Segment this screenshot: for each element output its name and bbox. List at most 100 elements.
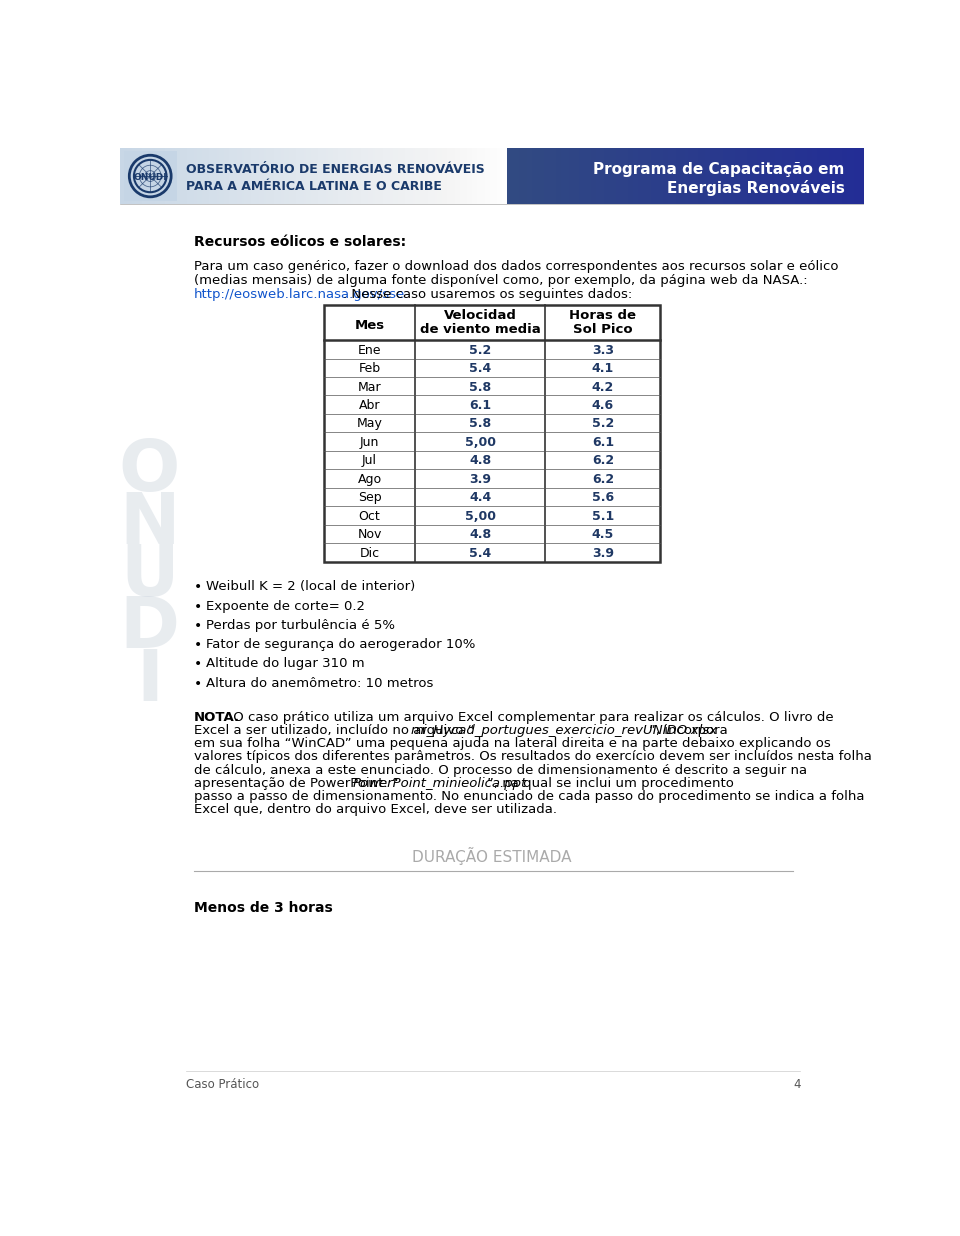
Bar bbox=[358, 148, 361, 204]
Bar bbox=[452, 148, 455, 204]
Bar bbox=[648, 148, 651, 204]
Bar bbox=[559, 148, 562, 204]
Bar bbox=[844, 148, 847, 204]
Bar bbox=[534, 148, 537, 204]
Bar bbox=[710, 148, 712, 204]
Bar bbox=[700, 148, 703, 204]
Bar bbox=[227, 148, 229, 204]
Bar bbox=[626, 148, 629, 204]
Text: O: O bbox=[119, 438, 180, 507]
Bar bbox=[762, 148, 765, 204]
Bar bbox=[225, 148, 227, 204]
Bar bbox=[269, 148, 272, 204]
Bar bbox=[688, 148, 690, 204]
Bar bbox=[588, 148, 591, 204]
Text: 4.6: 4.6 bbox=[591, 399, 613, 412]
Bar bbox=[616, 148, 618, 204]
Text: Sol Pico: Sol Pico bbox=[573, 323, 633, 336]
Bar bbox=[660, 148, 663, 204]
Bar bbox=[849, 148, 852, 204]
Bar bbox=[165, 148, 167, 204]
Text: O caso prático utiliza um arquivo Excel complementar para realizar os cálculos. : O caso prático utiliza um arquivo Excel … bbox=[229, 711, 834, 724]
Bar bbox=[177, 148, 180, 204]
Text: Velocidad: Velocidad bbox=[444, 309, 516, 321]
Bar bbox=[249, 148, 252, 204]
Bar bbox=[189, 148, 192, 204]
Text: 5,00: 5,00 bbox=[465, 436, 496, 449]
Bar bbox=[393, 148, 396, 204]
Bar bbox=[723, 148, 725, 204]
Bar bbox=[507, 148, 510, 204]
Bar bbox=[599, 148, 601, 204]
Bar bbox=[120, 148, 123, 204]
Bar bbox=[137, 148, 140, 204]
Text: Ene: Ene bbox=[358, 344, 381, 356]
Text: Ago: Ago bbox=[357, 473, 382, 486]
Bar bbox=[200, 148, 202, 204]
Text: http://eosweb.larc.nasa.gov/sse: http://eosweb.larc.nasa.gov/sse bbox=[194, 288, 405, 300]
Bar bbox=[502, 148, 504, 204]
Bar bbox=[490, 148, 492, 204]
Bar bbox=[468, 148, 469, 204]
Bar bbox=[264, 148, 266, 204]
Text: Excel que, dentro do arquivo Excel, deve ser utilizada.: Excel que, dentro do arquivo Excel, deve… bbox=[194, 803, 557, 816]
Bar bbox=[587, 148, 588, 204]
Bar bbox=[132, 148, 134, 204]
Bar bbox=[278, 148, 281, 204]
Bar bbox=[350, 148, 353, 204]
Text: 4.5: 4.5 bbox=[591, 528, 614, 541]
Bar bbox=[368, 148, 371, 204]
Bar bbox=[422, 148, 425, 204]
Bar bbox=[854, 148, 856, 204]
Bar bbox=[420, 148, 422, 204]
Bar bbox=[748, 148, 750, 204]
Bar bbox=[244, 148, 247, 204]
Bar bbox=[631, 148, 634, 204]
Bar bbox=[728, 148, 731, 204]
Bar bbox=[755, 148, 757, 204]
Bar bbox=[134, 148, 137, 204]
Bar bbox=[397, 148, 400, 204]
Text: 5.2: 5.2 bbox=[591, 418, 614, 430]
Text: •: • bbox=[194, 599, 202, 613]
Bar bbox=[425, 148, 427, 204]
Bar bbox=[167, 148, 170, 204]
Text: Altura do anemômetro: 10 metros: Altura do anemômetro: 10 metros bbox=[206, 676, 433, 690]
Bar bbox=[142, 148, 145, 204]
Bar bbox=[611, 148, 613, 204]
Bar bbox=[463, 148, 465, 204]
Text: de viento media: de viento media bbox=[420, 323, 540, 336]
Bar bbox=[732, 148, 735, 204]
Text: Caso Prático: Caso Prático bbox=[186, 1079, 259, 1091]
Text: Excel a ser utilizado, incluído no arquivo “: Excel a ser utilizado, incluído no arqui… bbox=[194, 724, 474, 738]
Bar bbox=[162, 148, 165, 204]
Bar bbox=[792, 148, 795, 204]
Bar bbox=[852, 148, 854, 204]
Bar bbox=[474, 148, 477, 204]
Bar bbox=[571, 148, 574, 204]
Bar bbox=[214, 148, 217, 204]
Bar bbox=[443, 148, 444, 204]
Bar bbox=[613, 148, 616, 204]
Bar bbox=[430, 148, 432, 204]
Bar bbox=[408, 148, 410, 204]
Bar bbox=[609, 148, 611, 204]
Bar bbox=[591, 148, 593, 204]
Bar bbox=[435, 148, 438, 204]
Bar bbox=[378, 148, 380, 204]
Bar bbox=[618, 148, 621, 204]
Bar bbox=[306, 148, 308, 204]
Bar bbox=[296, 148, 299, 204]
Bar bbox=[371, 148, 372, 204]
Bar bbox=[817, 148, 820, 204]
Bar bbox=[180, 148, 182, 204]
Text: 5.4: 5.4 bbox=[469, 362, 492, 375]
Bar bbox=[715, 148, 718, 204]
Bar bbox=[847, 148, 849, 204]
Bar bbox=[659, 148, 660, 204]
Bar bbox=[391, 148, 393, 204]
Bar bbox=[497, 148, 499, 204]
Text: ONUDI: ONUDI bbox=[133, 173, 167, 182]
Bar bbox=[804, 148, 807, 204]
Bar bbox=[197, 148, 200, 204]
